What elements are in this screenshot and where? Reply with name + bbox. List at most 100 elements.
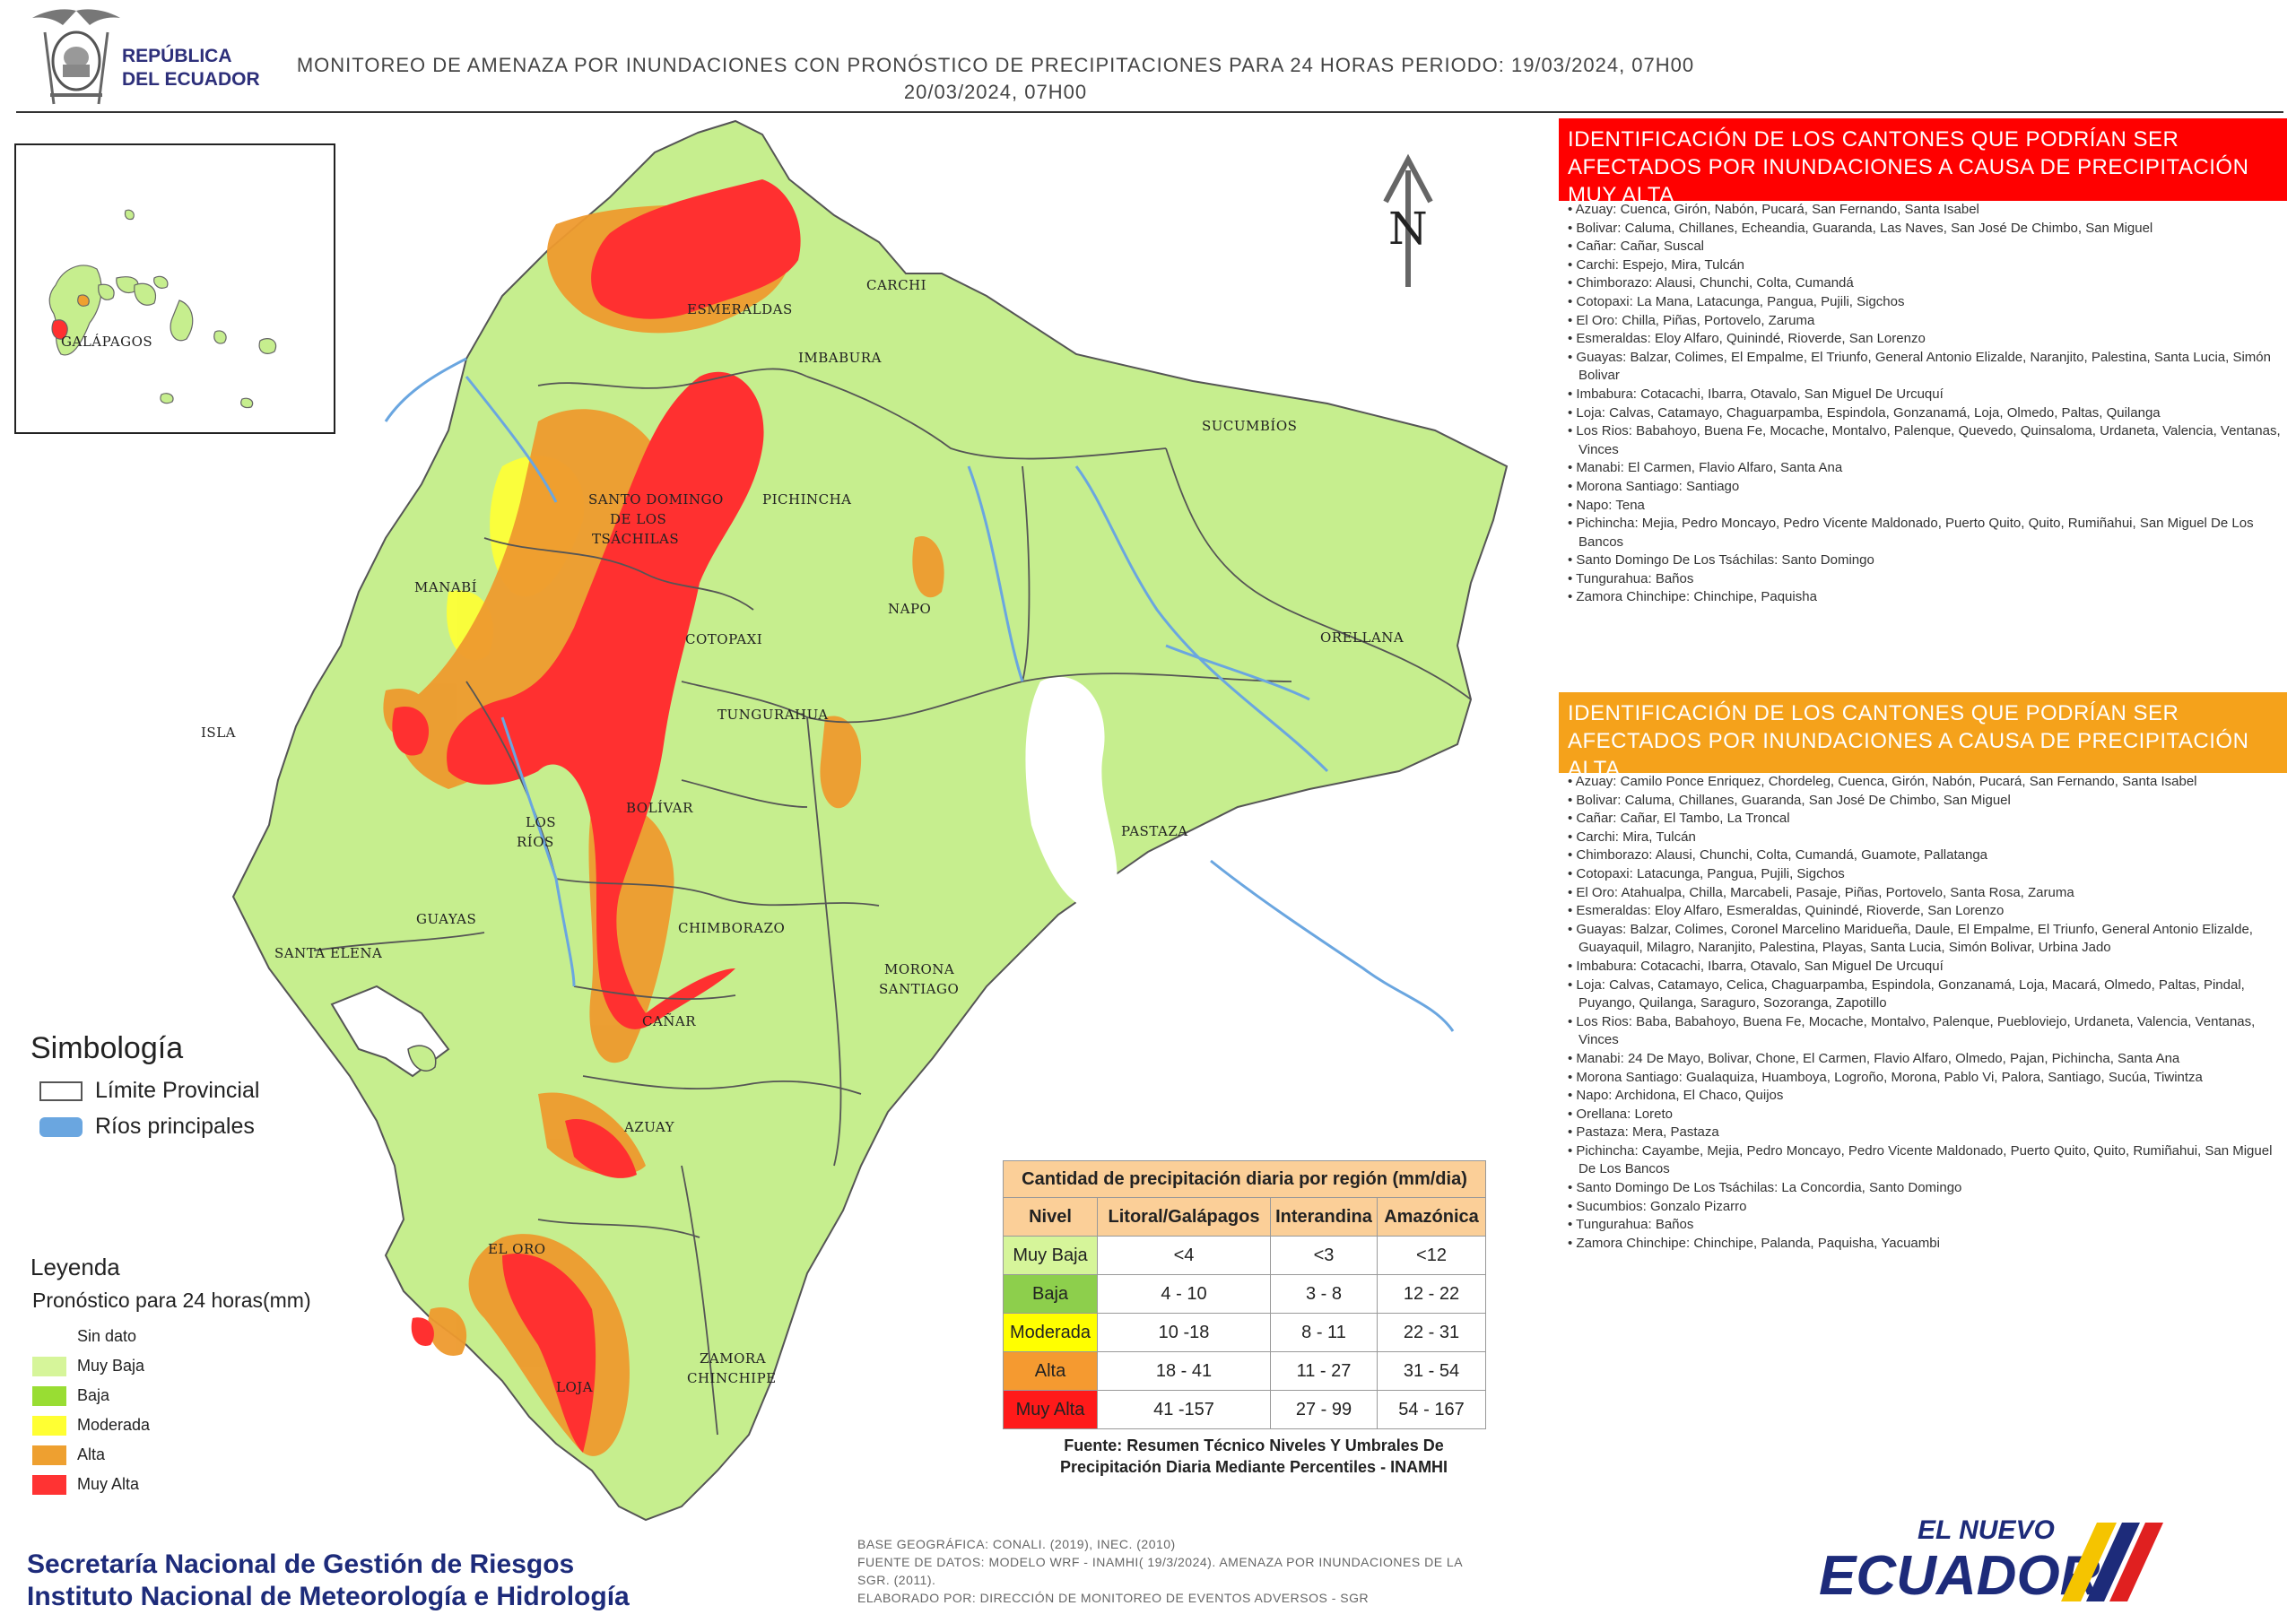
baja-swatch bbox=[32, 1385, 66, 1406]
map-title: MONITOREO DE AMENAZA POR INUNDACIONES CO… bbox=[296, 52, 1695, 106]
table-row: Moderada 10 -18 8 - 11 22 - 31 bbox=[1003, 1313, 1486, 1352]
label-morona-1: MORONA bbox=[884, 961, 954, 977]
title-line2: 20/03/2024, 07H00 bbox=[903, 81, 1088, 103]
label-santa-elena: SANTA ELENA bbox=[274, 945, 382, 961]
list-item: Azuay: Camilo Ponce Enriquez, Chordeleg,… bbox=[1568, 773, 2285, 792]
title-line1: MONITOREO DE AMENAZA POR INUNDACIONES CO… bbox=[296, 54, 1695, 76]
table-cell-nivel: Muy Alta bbox=[1003, 1390, 1098, 1429]
list-item: Guayas: Balzar, Colimes, Coronel Marceli… bbox=[1568, 921, 2285, 958]
table-row: Muy Alta 41 -157 27 - 99 54 - 167 bbox=[1003, 1390, 1486, 1429]
label-napo: NAPO bbox=[888, 601, 931, 617]
list-item: Napo: Tena bbox=[1568, 497, 2285, 516]
leyenda-item: Muy Alta bbox=[32, 1470, 150, 1499]
coat-of-arms-icon bbox=[32, 9, 120, 105]
list-item: Santo Domingo De Los Tsáchilas: Santo Do… bbox=[1568, 551, 2285, 570]
leyenda-title: Leyenda bbox=[30, 1254, 120, 1280]
list-item: Zamora Chinchipe: Chinchipe, Paquisha bbox=[1568, 588, 2285, 607]
brand-big-text: ECUADOR bbox=[1819, 1545, 2100, 1607]
list-item: Chimborazo: Alausi, Chunchi, Colta, Cuma… bbox=[1568, 846, 2285, 865]
table-row: Muy Baja <4 <3 <12 bbox=[1003, 1236, 1486, 1275]
list-item: Tungurahua: Baños bbox=[1568, 570, 2285, 589]
table-cell-nivel: Muy Baja bbox=[1003, 1236, 1098, 1275]
table-cell: <4 bbox=[1097, 1236, 1271, 1275]
list-item: El Oro: Chilla, Piñas, Portovelo, Zaruma bbox=[1568, 312, 2285, 331]
list-item: Bolivar: Caluma, Chillanes, Echeandia, G… bbox=[1568, 220, 2285, 239]
list-item: Cotopaxi: Latacunga, Pangua, Pujili, Sig… bbox=[1568, 865, 2285, 884]
simbologia-item-rios: Ríos principales bbox=[39, 1114, 255, 1140]
leyenda-label: Moderada bbox=[77, 1416, 151, 1434]
list-item: Loja: Calvas, Catamayo, Chaguarpamba, Es… bbox=[1568, 404, 2285, 423]
el-nuevo-ecuador-logo: EL NUEVO ECUADOR bbox=[1819, 1515, 2163, 1607]
table-source-line2: Precipitación Diaria Mediante Percentile… bbox=[1059, 1458, 1448, 1476]
table-cell: <3 bbox=[1270, 1236, 1378, 1275]
list-item: Guayas: Balzar, Colimes, El Empalme, El … bbox=[1568, 349, 2285, 386]
label-esmeraldas: ESMERALDAS bbox=[687, 301, 793, 317]
label-isla: ISLA bbox=[201, 725, 236, 741]
label-morona-2: SANTIAGO bbox=[879, 981, 959, 997]
province-border-swatch bbox=[39, 1081, 83, 1101]
country-line2: DEL ECUADOR bbox=[122, 69, 260, 90]
muy-baja-swatch bbox=[32, 1356, 66, 1376]
list-item: Los Rios: Babahoyo, Buena Fe, Mocache, M… bbox=[1568, 422, 2285, 459]
leyenda-item: Muy Baja bbox=[32, 1351, 150, 1381]
no-data-area bbox=[1025, 676, 1118, 910]
list-item: Morona Santiago: Santiago bbox=[1568, 478, 2285, 497]
label-cotopaxi: COTOPAXI bbox=[685, 631, 762, 647]
panel-muy-alta-list: Azuay: Cuenca, Girón, Nabón, Pucará, San… bbox=[1568, 201, 2285, 607]
table-cell: 4 - 10 bbox=[1097, 1274, 1271, 1314]
table-cell: 54 - 167 bbox=[1377, 1390, 1486, 1429]
label-bolivar: BOLÍVAR bbox=[626, 800, 693, 816]
simbologia-title: Simbología bbox=[30, 1031, 184, 1065]
table-cell: 41 -157 bbox=[1097, 1390, 1271, 1429]
brand-small-text: EL NUEVO bbox=[1918, 1515, 2055, 1545]
label-chimborazo: CHIMBORAZO bbox=[678, 920, 785, 936]
province-labels: ESMERALDAS CARCHI IMBABURA SUCUMBÍOS SAN… bbox=[201, 277, 1404, 1395]
country-line1: REPÚBLICA bbox=[122, 46, 232, 66]
table-cell-nivel: Alta bbox=[1003, 1351, 1098, 1391]
table-header: Interandina bbox=[1270, 1197, 1378, 1237]
list-item: Esmeraldas: Eloy Alfaro, Quinindé, Riove… bbox=[1568, 330, 2285, 349]
river-swatch bbox=[39, 1116, 83, 1137]
list-item: Pastaza: Mera, Pastaza bbox=[1568, 1124, 2285, 1142]
table-cell: 18 - 41 bbox=[1097, 1351, 1271, 1391]
header-divider bbox=[16, 111, 2283, 113]
table-source: Fuente: Resumen Técnico Niveles Y Umbral… bbox=[1003, 1435, 1505, 1478]
list-item: Zamora Chinchipe: Chinchipe, Palanda, Pa… bbox=[1568, 1235, 2285, 1254]
north-arrow: N bbox=[1383, 153, 1433, 287]
label-pichincha: PICHINCHA bbox=[762, 491, 852, 508]
table-header: Amazónica bbox=[1377, 1197, 1486, 1237]
label-imbabura: IMBABURA bbox=[798, 350, 882, 366]
label-zamora-2: CHINCHIPE bbox=[687, 1370, 777, 1386]
list-item: El Oro: Atahualpa, Chilla, Marcabeli, Pa… bbox=[1568, 884, 2285, 903]
list-item: Morona Santiago: Gualaquiza, Huamboya, L… bbox=[1568, 1069, 2285, 1088]
flag-stripe-blue bbox=[2086, 1523, 2140, 1601]
list-item: Manabi: 24 De Mayo, Bolivar, Chone, El C… bbox=[1568, 1050, 2285, 1069]
table-cell: 31 - 54 bbox=[1377, 1351, 1486, 1391]
coat-of-arms-logo bbox=[27, 5, 251, 113]
label-carchi: CARCHI bbox=[866, 277, 926, 293]
leyenda-label: Muy Baja bbox=[77, 1357, 145, 1375]
galapagos-islands bbox=[48, 209, 277, 409]
label-santo-domingo-2: DE LOS bbox=[610, 511, 666, 527]
table-cell: 22 - 31 bbox=[1377, 1313, 1486, 1352]
panel-alta-list: Azuay: Camilo Ponce Enriquez, Chordeleg,… bbox=[1568, 773, 2285, 1253]
list-item: Bolivar: Caluma, Chillanes, Guaranda, Sa… bbox=[1568, 792, 2285, 811]
table-row: Alta 18 - 41 11 - 27 31 - 54 bbox=[1003, 1351, 1486, 1391]
simbologia-item-limite: Límite Provincial bbox=[39, 1078, 259, 1104]
label-sucumbios: SUCUMBÍOS bbox=[1202, 418, 1297, 434]
label-pastaza: PASTAZA bbox=[1121, 823, 1188, 839]
panel-muy-alta-heading: IDENTIFICACIÓN DE LOS CANTONES QUE PODRÍ… bbox=[1559, 118, 2287, 207]
base-line3: SGR. (2011). bbox=[857, 1573, 936, 1587]
base-line4: ELABORADO POR: DIRECCIÓN DE MONITOREO DE… bbox=[857, 1591, 1370, 1605]
table-title: Cantidad de precipitación diaria por reg… bbox=[1003, 1160, 1486, 1198]
alta-swatch bbox=[32, 1445, 66, 1465]
list-item: Los Rios: Baba, Babahoyo, Buena Fe, Moca… bbox=[1568, 1013, 2285, 1050]
country-name: REPÚBLICA DEL ECUADOR bbox=[122, 45, 260, 91]
label-guayas: GUAYAS bbox=[416, 911, 476, 927]
table-source-line1: Fuente: Resumen Técnico Niveles Y Umbral… bbox=[1064, 1436, 1444, 1454]
table-cell: 3 - 8 bbox=[1270, 1274, 1378, 1314]
label-santo-domingo-1: SANTO DOMINGO bbox=[588, 491, 724, 508]
label-el-oro: EL ORO bbox=[488, 1241, 546, 1257]
list-item: Imbabura: Cotacachi, Ibarra, Otavalo, Sa… bbox=[1568, 958, 2285, 976]
list-item: Cañar: Cañar, Suscal bbox=[1568, 238, 2285, 256]
